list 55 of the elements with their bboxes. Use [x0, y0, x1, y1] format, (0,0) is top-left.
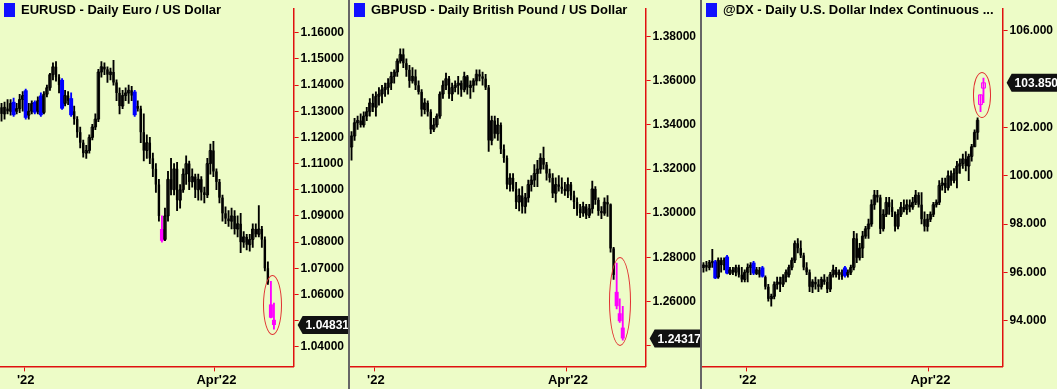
y-tick-label: 96.000: [1009, 264, 1047, 279]
candlestick: [130, 86, 133, 102]
y-tick-label: 1.15000: [300, 51, 345, 66]
y-tick-label: 1.30000: [652, 205, 697, 220]
x-tick-label: Apr'22: [910, 371, 951, 387]
y-tick-label: 94.000: [1009, 312, 1047, 327]
candlestick: [814, 276, 817, 290]
y-tick-label: 1.26000: [652, 293, 697, 308]
candlestick: [227, 210, 230, 227]
y-tick-label: 1.12000: [300, 129, 345, 144]
chart-title: @DX - Daily U.S. Dollar Index Continuous ...: [723, 2, 994, 17]
candlestick: [6, 99, 9, 115]
candlestick: [0, 103, 3, 122]
y-tick-label: 1.38000: [652, 29, 697, 44]
x-tick-label: '22: [367, 371, 385, 387]
y-tick-label: 106.000: [1009, 23, 1054, 38]
y-tick-label: 1.36000: [652, 73, 697, 88]
x-tick-label: Apr'22: [196, 371, 237, 387]
y-tick-label: 100.000: [1009, 168, 1054, 183]
y-tick-label: 1.32000: [652, 161, 697, 176]
candlestick: [705, 261, 708, 272]
candlestick: [359, 113, 362, 128]
candlestick: [481, 71, 484, 86]
y-tick-label: 1.08000: [300, 234, 345, 249]
y-tick-label: 1.09000: [300, 208, 345, 223]
y-tick-label: 1.04000: [300, 339, 345, 354]
y-tick-label: 1.28000: [652, 249, 697, 264]
candlestick: [478, 69, 481, 82]
y-tick-label: 98.000: [1009, 216, 1047, 231]
chart-title: EURUSD - Daily Euro / US Dollar: [21, 2, 222, 17]
x-tick-label: '22: [16, 371, 35, 387]
candlestick: [414, 69, 417, 91]
candlestick: [551, 173, 554, 199]
y-tick-label: 102.000: [1009, 119, 1054, 134]
y-tick-label: 1.11000: [300, 155, 344, 170]
candlestick: [817, 279, 820, 292]
y-tick-label: 1.16000: [300, 25, 345, 40]
candlestick: [879, 194, 882, 234]
y-tick-label: 1.06000: [300, 286, 345, 301]
y-tick-label: 1.14000: [300, 77, 345, 92]
x-tick-label: Apr'22: [547, 371, 588, 387]
chart-title: GBPUSD - Daily British Pound / US Dollar: [371, 2, 628, 17]
annotation: 1.24317: [657, 331, 702, 346]
y-tick-label: 1.34000: [652, 117, 697, 132]
y-tick-label: 1.10000: [300, 182, 345, 197]
annotation: 1.04831: [305, 318, 350, 333]
y-tick-label: 1.07000: [300, 260, 345, 275]
candlestick: [106, 66, 109, 83]
candlestick: [233, 210, 236, 235]
text: 103.850: [1014, 76, 1057, 91]
candlestick: [466, 75, 469, 95]
y-tick-label: 1.13000: [300, 103, 345, 118]
candlestick: [21, 91, 25, 112]
candlestick: [239, 212, 242, 253]
x-tick-label: '22: [738, 371, 757, 387]
